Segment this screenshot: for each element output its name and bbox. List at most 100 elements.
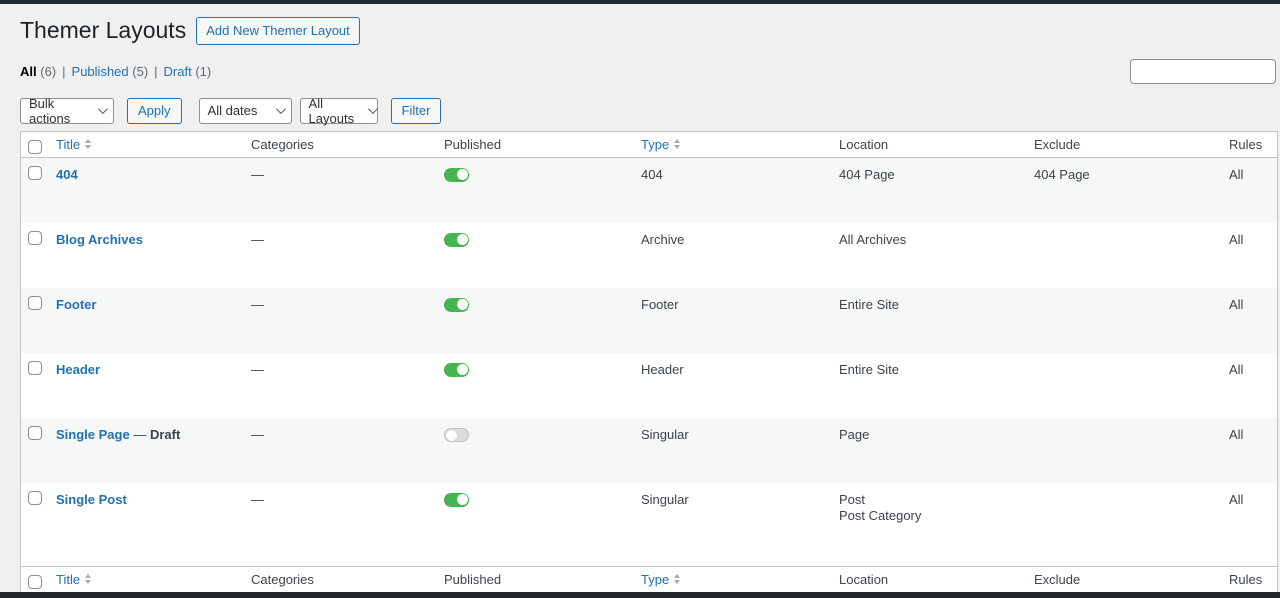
row-type: Header <box>641 361 684 377</box>
row-rules: All <box>1229 361 1244 377</box>
column-header-title[interactable]: Title <box>56 136 92 152</box>
row-exclude <box>1024 288 1219 321</box>
column-footer-published: Published <box>444 571 502 587</box>
dates-selected-value: All dates <box>207 103 258 119</box>
row-location: Entire Site <box>839 296 899 312</box>
row-location: All Archives <box>839 231 907 247</box>
row-checkbox[interactable] <box>28 165 42 180</box>
post-state-badge: Draft <box>149 426 181 442</box>
column-footer-title-label: Title <box>56 571 81 587</box>
select-all-checkbox[interactable] <box>28 139 42 154</box>
bulk-actions-select[interactable]: Bulk actions <box>20 96 114 126</box>
row-location: Page <box>839 426 870 442</box>
column-header-type[interactable]: Type <box>641 136 681 152</box>
row-rules: All <box>1229 426 1244 442</box>
layouts-table: Title Categories Published Type Location… <box>20 130 1278 593</box>
row-categories: — <box>251 426 264 442</box>
publish-toggle[interactable] <box>444 297 469 312</box>
publish-toggle[interactable] <box>444 362 469 377</box>
chevron-down-icon <box>275 104 286 115</box>
publish-toggle[interactable] <box>444 427 469 442</box>
sort-arrows-icon <box>674 139 681 150</box>
row-title-link[interactable]: Blog Archives <box>56 231 143 247</box>
column-header-published: Published <box>444 136 502 152</box>
row-exclude <box>1024 483 1219 531</box>
view-published[interactable]: Published (5) <box>72 64 149 79</box>
sort-arrows-icon <box>674 574 681 585</box>
table-row: Header — Header Entire Site All <box>21 353 1277 418</box>
view-published-link[interactable]: Published <box>71 63 129 79</box>
top-edge-bar <box>0 0 1280 4</box>
dates-filter-select[interactable]: All dates <box>198 97 292 124</box>
view-draft[interactable]: Draft (1) <box>164 64 212 79</box>
row-checkbox[interactable] <box>28 295 42 310</box>
publish-toggle[interactable] <box>444 167 469 182</box>
view-all-link[interactable]: All <box>20 63 37 79</box>
view-all-count: (6) <box>40 63 57 79</box>
search-input[interactable] <box>1130 58 1276 84</box>
column-header-exclude: Exclude <box>1034 136 1081 152</box>
column-footer-rules: Rules <box>1229 571 1263 587</box>
column-header-type-label: Type <box>641 136 670 152</box>
column-footer-exclude: Exclude <box>1034 571 1081 587</box>
row-categories: — <box>251 491 264 507</box>
row-type: 404 <box>641 166 663 182</box>
chevron-down-icon <box>368 104 378 115</box>
column-footer-title[interactable]: Title <box>56 571 92 587</box>
apply-button[interactable]: Apply <box>127 97 182 124</box>
bottom-edge-bar <box>0 592 1280 598</box>
view-separator: | <box>154 63 158 79</box>
views-row: All (6) | Published (5) | Draft (1) <box>20 58 1276 84</box>
layouts-selected-value: All Layouts <box>308 95 355 126</box>
row-location: 404 Page <box>839 166 895 182</box>
view-draft-count: (1) <box>195 63 212 79</box>
sort-arrows-icon <box>85 139 92 150</box>
column-footer-location: Location <box>839 571 889 587</box>
row-exclude <box>1024 223 1219 256</box>
view-draft-link[interactable]: Draft <box>163 63 192 79</box>
row-type: Singular <box>641 491 689 507</box>
row-title-link[interactable]: 404 <box>56 166 78 182</box>
row-exclude <box>1024 418 1219 451</box>
sort-arrows-icon <box>85 574 92 585</box>
view-all[interactable]: All (6) <box>20 64 56 79</box>
row-type: Archive <box>641 231 685 247</box>
column-footer-type[interactable]: Type <box>641 571 681 587</box>
row-checkbox[interactable] <box>28 425 42 440</box>
add-new-themer-layout-button[interactable]: Add New Themer Layout <box>196 16 360 46</box>
row-location: Post <box>839 491 866 507</box>
publish-toggle[interactable] <box>444 492 469 507</box>
row-rules: All <box>1229 296 1244 312</box>
row-checkbox[interactable] <box>28 490 42 505</box>
row-checkbox[interactable] <box>28 230 42 245</box>
row-checkbox[interactable] <box>28 360 42 375</box>
row-title-link[interactable]: Header <box>56 361 101 377</box>
row-rules: All <box>1229 231 1244 247</box>
table-row: Single Post — Singular Post Post Categor… <box>21 483 1277 566</box>
view-filter-links: All (6) | Published (5) | Draft (1) <box>20 64 211 79</box>
row-title-link[interactable]: Footer <box>56 296 97 312</box>
row-title-link[interactable]: Single Post <box>56 491 127 507</box>
layouts-filter-select[interactable]: All Layouts <box>299 95 378 126</box>
row-type: Singular <box>641 426 689 442</box>
filter-button[interactable]: Filter <box>390 97 442 124</box>
row-title-link[interactable]: Single Page <box>56 426 130 442</box>
row-categories: — <box>251 361 264 377</box>
view-separator: | <box>62 63 66 79</box>
row-categories: — <box>251 231 264 247</box>
publish-toggle[interactable] <box>444 232 469 247</box>
table-row: Blog Archives — Archive All Archives All <box>21 223 1277 288</box>
table-row: 404 — 404 404 Page 404 Page All <box>21 157 1277 223</box>
page-title: Themer Layouts <box>20 17 187 43</box>
row-rules: All <box>1229 491 1244 507</box>
select-all-checkbox[interactable] <box>28 574 42 589</box>
column-footer-type-label: Type <box>641 571 670 587</box>
column-header-title-label: Title <box>56 136 81 152</box>
post-state-separator: — <box>133 426 147 442</box>
row-location: Entire Site <box>839 361 899 377</box>
table-footer-row: Title Categories Published Type Location… <box>21 565 1277 592</box>
column-header-rules: Rules <box>1229 136 1263 152</box>
column-header-categories: Categories <box>251 136 314 152</box>
row-rules: All <box>1229 166 1244 182</box>
